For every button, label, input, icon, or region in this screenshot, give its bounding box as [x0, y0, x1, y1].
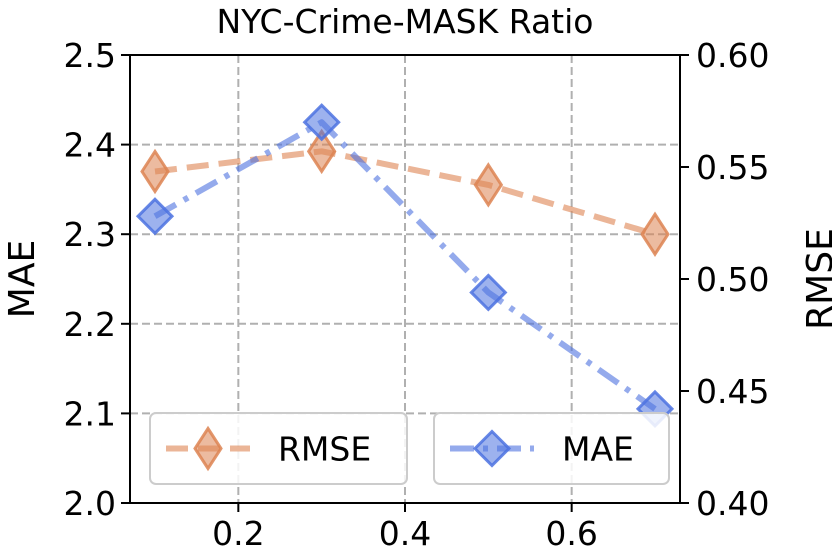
data-point-mae — [469, 273, 508, 312]
data-point-mae — [302, 103, 341, 142]
data-point-rmse — [473, 162, 504, 208]
axes-layer: 0.2 0.4 0.6 2.0 2.1 2.2 2.3 2.4 2.5 0.40 0.45 0.50 0… — [64, 36, 770, 551]
y-axis-left-title: MAE — [2, 240, 43, 318]
y-right-tick-label: 0.45 — [696, 372, 769, 411]
y-axis-right-title: RMSE — [800, 228, 832, 330]
y-left-tick-label: 2.4 — [64, 126, 116, 165]
y-left-tick-label: 2.2 — [64, 305, 116, 344]
y-left-tick-label: 2.0 — [64, 484, 116, 523]
series-line-rmse — [154, 148, 656, 238]
y-right-tick-label: 0.50 — [696, 260, 769, 299]
y-right-tick-label: 0.40 — [696, 484, 769, 523]
y-right-tick-label: 0.55 — [696, 148, 769, 187]
series-layer — [135, 103, 675, 429]
legend-label-mae: MAE — [562, 430, 634, 469]
x-tick-label: 0.6 — [545, 514, 597, 551]
legend-marker-mae — [472, 429, 512, 468]
data-point-mae — [135, 197, 175, 236]
legend-box-rmse — [149, 412, 408, 485]
data-point-rmse — [306, 128, 337, 175]
y-left-tick-label: 2.3 — [64, 215, 116, 254]
x-tick-label: 0.4 — [379, 514, 431, 551]
legend: RMSE MAE — [149, 412, 670, 485]
data-point-rmse — [640, 211, 670, 257]
data-point-rmse — [140, 148, 170, 195]
chart-title: NYC-Crime-MASK Ratio — [217, 2, 594, 41]
legend-label-rmse: RMSE — [278, 430, 371, 469]
y-left-tick-label: 2.1 — [64, 394, 116, 433]
series-line-mae — [153, 119, 657, 412]
y-right-tick-label: 0.60 — [696, 36, 769, 75]
legend-marker-rmse — [193, 425, 223, 472]
y-left-tick-label: 2.5 — [64, 36, 116, 75]
x-tick-label: 0.2 — [212, 514, 264, 551]
